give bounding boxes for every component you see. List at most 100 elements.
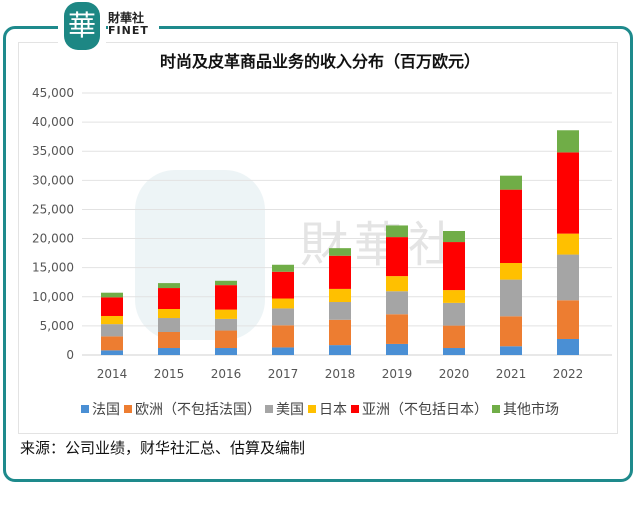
bar-segment-2017-3 <box>272 298 294 309</box>
x-tick-label: 2019 <box>382 367 413 381</box>
bar-segment-2020-5 <box>443 230 465 243</box>
bar-segment-2018-2 <box>329 302 351 320</box>
bar-segment-2017-1 <box>272 325 294 348</box>
bar-segment-2016-2 <box>215 318 237 331</box>
x-tick-label: 2014 <box>97 367 128 381</box>
bar-segment-2019-3 <box>386 276 408 292</box>
bar-segment-2018-1 <box>329 319 351 346</box>
x-tick-label: 2017 <box>268 367 299 381</box>
bar-segment-2021-1 <box>500 316 522 347</box>
logo-en: FINET <box>108 24 149 37</box>
bar-segment-2015-2 <box>158 318 180 333</box>
legend-label: 法国 <box>92 402 120 418</box>
y-tick-label: 35,000 <box>32 144 74 158</box>
bar-segment-2014-4 <box>101 297 123 316</box>
legend-swatch <box>124 405 132 413</box>
x-tick-label: 2022 <box>553 367 584 381</box>
logo-cn: 財華社 <box>108 11 145 25</box>
legend-item: 美国 <box>265 402 304 418</box>
legend-item: 欧洲（不包括法国） <box>124 402 261 418</box>
legend-label: 日本 <box>319 402 347 418</box>
watermark-text: 財華社 <box>300 217 463 273</box>
bar-segment-2017-0 <box>272 347 294 355</box>
bar-segment-2016-3 <box>215 309 237 319</box>
logo: 華 <box>58 2 106 52</box>
legend-item: 法国 <box>81 402 120 418</box>
bar-segment-2015-5 <box>158 283 180 289</box>
bar-segment-2014-3 <box>101 315 123 325</box>
bar-segment-2022-5 <box>557 130 579 153</box>
source-note: 来源：公司业绩，财华社汇总、估算及编制 <box>20 439 306 457</box>
bar-segment-2017-4 <box>272 271 294 299</box>
bar-segment-2017-2 <box>272 308 294 326</box>
legend-item: 亚洲（不包括日本） <box>351 402 488 418</box>
x-tick-label: 2021 <box>496 367 527 381</box>
bar-segment-2019-4 <box>386 237 408 277</box>
legend-swatch <box>265 405 273 413</box>
bar-segment-2020-2 <box>443 302 465 326</box>
logo-text: 財華社 FINET <box>108 12 159 37</box>
bar-segment-2020-4 <box>443 242 465 291</box>
bar-segment-2016-5 <box>215 280 237 286</box>
y-tick-label: 15,000 <box>32 261 74 275</box>
legend-label: 其他市场 <box>503 402 559 418</box>
bar-segment-2021-3 <box>500 263 522 280</box>
bar-segment-2018-0 <box>329 345 351 355</box>
bar-segment-2016-4 <box>215 285 237 310</box>
legend-swatch <box>81 405 89 413</box>
legend-label: 美国 <box>276 402 304 418</box>
y-tick-label: 45,000 <box>32 86 74 100</box>
y-tick-label: 10,000 <box>32 290 74 304</box>
y-tick-label: 0 <box>66 348 74 362</box>
bar-segment-2020-1 <box>443 325 465 349</box>
legend-item: 日本 <box>308 402 347 418</box>
bar-segment-2015-0 <box>158 348 180 355</box>
bar-segment-2015-4 <box>158 288 180 310</box>
bar-segment-2022-2 <box>557 254 579 301</box>
bar-segment-2017-5 <box>272 264 294 272</box>
chart-title: 时尚及皮革商品业务的收入分布（百万欧元） <box>159 52 480 71</box>
bar-segment-2019-5 <box>386 225 408 238</box>
bar-segment-2022-1 <box>557 300 579 339</box>
bar-segment-2016-1 <box>215 330 237 349</box>
x-tick-label: 2015 <box>154 367 185 381</box>
legend-label: 亚洲（不包括日本） <box>362 402 488 418</box>
bar-segment-2021-5 <box>500 175 522 190</box>
legend-swatch <box>351 405 359 413</box>
bar-segment-2021-2 <box>500 279 522 317</box>
bar-segment-2014-1 <box>101 336 123 351</box>
bar-segment-2019-1 <box>386 314 408 344</box>
y-tick-label: 5,000 <box>40 319 74 333</box>
bar-segment-2022-3 <box>557 233 579 255</box>
bar-segment-2014-5 <box>101 292 123 298</box>
legend-swatch <box>492 405 500 413</box>
y-tick-label: 20,000 <box>32 232 74 246</box>
bar-segment-2020-0 <box>443 348 465 355</box>
bar-segment-2019-0 <box>386 343 408 355</box>
bar-segment-2018-4 <box>329 255 351 289</box>
legend-item: 其他市场 <box>492 402 559 418</box>
bar-segment-2014-2 <box>101 324 123 337</box>
bar-segment-2022-4 <box>557 152 579 234</box>
watermark-logo <box>135 170 265 340</box>
bar-segment-2016-0 <box>215 348 237 355</box>
logo-mark: 華 <box>64 2 100 50</box>
legend: 法国 欧洲（不包括法国） 美国 日本 亚洲（不包括日本） 其他市场 <box>0 399 640 419</box>
bar-segment-2020-3 <box>443 290 465 303</box>
bar-segment-2015-3 <box>158 309 180 319</box>
bar-segment-2021-0 <box>500 346 522 355</box>
legend-label: 欧洲（不包括法国） <box>135 402 261 418</box>
bar-segment-2019-2 <box>386 291 408 315</box>
card-frame <box>3 26 633 482</box>
bar-segment-2015-1 <box>158 332 180 349</box>
bar-segment-2018-5 <box>329 248 351 256</box>
bar-segment-2014-0 <box>101 350 123 355</box>
y-tick-label: 25,000 <box>32 202 74 216</box>
y-tick-label: 30,000 <box>32 173 74 187</box>
x-tick-label: 2016 <box>211 367 242 381</box>
chart-area <box>18 42 618 434</box>
x-tick-label: 2018 <box>325 367 356 381</box>
bar-segment-2018-3 <box>329 288 351 303</box>
x-tick-label: 2020 <box>439 367 470 381</box>
